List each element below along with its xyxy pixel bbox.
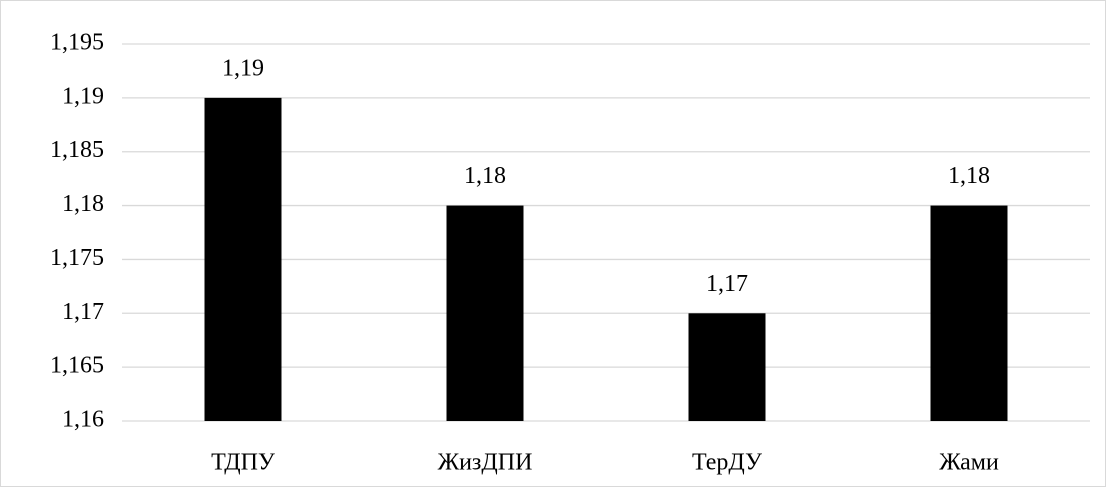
y-tick-label: 1,185 [50, 137, 104, 163]
y-tick-label: 1,195 [50, 30, 104, 56]
x-tick-label: ТерДУ [692, 450, 762, 476]
x-tick-label: ТДПУ [211, 450, 275, 476]
bar [446, 205, 524, 421]
y-tick-label: 1,17 [62, 299, 104, 325]
y-tick-label: 1,19 [62, 83, 104, 109]
y-tick-label: 1,18 [62, 191, 104, 217]
bar [930, 205, 1008, 421]
x-tick-label: Жами [939, 450, 999, 476]
value-label: 1,19 [222, 55, 264, 81]
x-tick-label: ЖизДПИ [438, 450, 533, 476]
y-tick-label: 1,16 [62, 407, 104, 433]
bar [204, 97, 282, 421]
y-tick-label: 1,165 [50, 353, 104, 379]
value-label: 1,18 [464, 163, 506, 189]
value-label: 1,18 [948, 163, 990, 189]
value-label: 1,17 [706, 271, 748, 297]
y-tick-label: 1,175 [50, 245, 104, 271]
bar [688, 313, 766, 421]
